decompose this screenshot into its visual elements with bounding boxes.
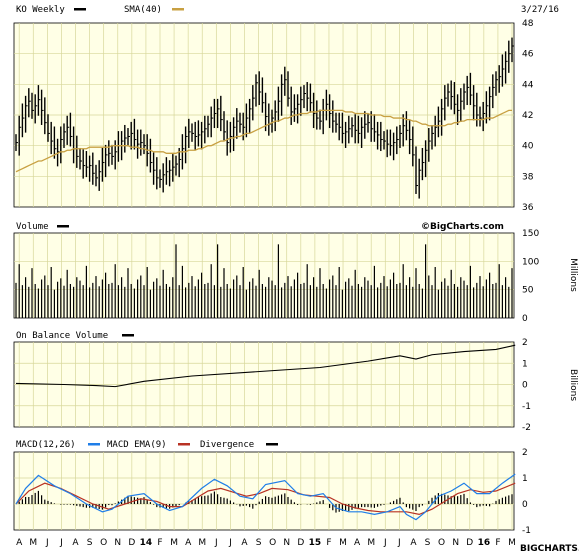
chart-date: 3/27/16 xyxy=(521,5,559,15)
sma-label: SMA(40) xyxy=(124,5,162,15)
obv-y-tick-label: -1 xyxy=(522,402,531,412)
x-tick-label: F xyxy=(157,538,162,548)
x-tick-label: S xyxy=(87,538,93,548)
obv-line xyxy=(15,344,516,388)
volume-y-tick-label: 150 xyxy=(522,229,539,239)
footer-brand: BIGCHARTS.COM xyxy=(520,544,579,553)
x-tick-label: A xyxy=(185,538,192,548)
x-tick-label: N xyxy=(114,538,121,548)
x-tick-label: M xyxy=(508,538,516,548)
divergence-legend-swatch xyxy=(266,443,278,446)
volume-y-tick-label: 0 xyxy=(522,314,528,324)
price-legend-swatch xyxy=(74,8,86,11)
x-tick-label: N xyxy=(283,538,290,548)
obv-legend-swatch xyxy=(122,334,134,337)
x-tick-label: 15 xyxy=(309,538,322,548)
x-tick-label: J xyxy=(383,538,387,548)
watermark-text: ©BigCharts.com xyxy=(421,222,504,232)
obv-title: On Balance Volume xyxy=(16,331,108,341)
x-tick-label: D xyxy=(297,538,304,548)
macd-plot-area xyxy=(13,451,515,531)
x-tick-label: A xyxy=(241,538,248,548)
x-tick-label: O xyxy=(438,538,445,548)
x-tick-label: M xyxy=(339,538,347,548)
x-tick-label: M xyxy=(29,538,37,548)
macd-y-tick-label: 1 xyxy=(522,474,528,484)
obv-y-tick-label: 1 xyxy=(522,359,528,369)
macd-y-tick-label: -1 xyxy=(522,526,531,536)
sma-line xyxy=(15,109,512,173)
x-tick-label: J xyxy=(214,538,218,548)
price-y-tick-label: 42 xyxy=(522,111,533,121)
obv-y-axis-title: Billions xyxy=(568,369,578,401)
x-tick-label: J xyxy=(59,538,63,548)
x-tick-label: F xyxy=(326,538,331,548)
x-tick-label: S xyxy=(256,538,262,548)
volume-y-tick-label: 50 xyxy=(522,286,534,296)
x-tick-label: J xyxy=(45,538,49,548)
obv-y-tick-label: 0 xyxy=(522,381,528,391)
price-y-tick-label: 38 xyxy=(522,172,534,182)
macd-legend-swatch xyxy=(88,443,100,446)
x-tick-label: N xyxy=(452,538,459,548)
x-tick-label: M xyxy=(367,538,375,548)
price-y-tick-label: 36 xyxy=(522,203,534,213)
sma-legend-swatch xyxy=(172,8,184,11)
volume-y-axis-title: Millions xyxy=(568,258,578,292)
volume-y-tick-label: 100 xyxy=(522,257,539,267)
x-tick-label: O xyxy=(269,538,276,548)
x-tick-label: D xyxy=(466,538,473,548)
price-y-tick-label: 46 xyxy=(522,50,534,60)
macd-line xyxy=(15,473,516,521)
volume-plot-area xyxy=(13,232,515,319)
price-y-tick-label: 48 xyxy=(522,19,534,29)
x-tick-label: S xyxy=(425,538,431,548)
price-y-tick-label: 40 xyxy=(522,142,534,152)
macd-title: MACD(12,26) xyxy=(16,440,76,450)
obv-y-tick-label: 2 xyxy=(522,338,528,348)
x-tick-label: 16 xyxy=(478,538,491,548)
x-tick-label: M xyxy=(198,538,206,548)
volume-title: Volume xyxy=(16,222,49,232)
x-tick-label: J xyxy=(228,538,232,548)
x-tick-label: 14 xyxy=(140,538,153,548)
macd-y-tick-label: 2 xyxy=(522,448,528,458)
x-tick-label: A xyxy=(410,538,417,548)
symbol-label: KO Weekly xyxy=(16,5,65,15)
divergence-legend-label: Divergence xyxy=(200,440,254,450)
x-tick-label: A xyxy=(72,538,79,548)
x-tick-label: F xyxy=(495,538,500,548)
price-y-tick-label: 44 xyxy=(522,80,534,90)
macd-ema-legend-swatch xyxy=(178,443,190,446)
macd-y-tick-label: 0 xyxy=(522,500,528,510)
x-tick-label: A xyxy=(16,538,23,548)
x-tick-label: O xyxy=(100,538,107,548)
macd-ema-line xyxy=(15,482,516,516)
x-tick-label: A xyxy=(354,538,361,548)
x-tick-label: M xyxy=(170,538,178,548)
x-tick-label: D xyxy=(128,538,135,548)
obv-y-tick-label: -2 xyxy=(522,423,531,433)
x-tick-label: J xyxy=(397,538,401,548)
volume-legend-swatch xyxy=(57,225,69,228)
macd-ema-legend-label: MACD EMA(9) xyxy=(107,440,167,450)
